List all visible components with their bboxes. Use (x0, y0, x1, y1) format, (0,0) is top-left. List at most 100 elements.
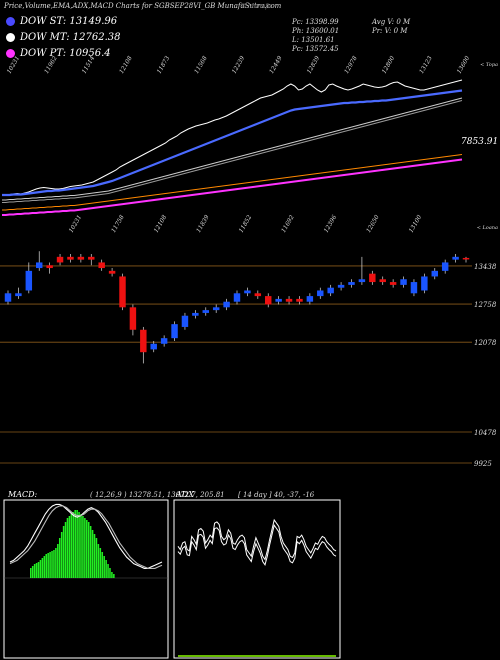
candle-body (4, 293, 12, 302)
macd-histogram-bar (72, 512, 75, 578)
candle-body (244, 290, 251, 294)
legend-dot-icon (6, 49, 15, 58)
candle-body (140, 329, 147, 353)
top-tick-label: 12839 (306, 55, 322, 75)
candle-body (129, 307, 137, 330)
candle-body (67, 256, 74, 260)
copyright-label: © Munafa (240, 3, 272, 10)
candle-body (317, 290, 324, 297)
series-line-ema-mid-1 (2, 97, 463, 201)
legend-dow-st: DOW ST: 13149.96 (6, 16, 117, 27)
adx-title: ADX (175, 490, 194, 499)
candle-body (358, 279, 366, 283)
macd-histogram-bar (39, 560, 42, 578)
candle-body (15, 293, 22, 297)
macd-signal-line (9, 505, 163, 569)
candle-body (306, 296, 314, 302)
legend-dow-st-label: DOW ST: 13149.96 (20, 16, 118, 27)
candle-body (212, 307, 220, 311)
macd-histogram-bar (62, 526, 65, 578)
macd-histogram-bar (99, 548, 102, 578)
macd-histogram-bar (101, 552, 104, 578)
macd-histogram-bar (91, 530, 94, 578)
macd-histogram-bar (105, 560, 107, 578)
candle-top-tick-label: 11852 (238, 214, 254, 234)
macd-histogram-bar (82, 516, 84, 578)
macd-title: MACD: (7, 490, 38, 499)
macd-histogram-bar (41, 558, 44, 578)
candle-body (98, 262, 105, 269)
legend-dow-pt-label: DOW PT: 10956.4 (20, 48, 111, 59)
candle-body (233, 293, 241, 302)
macd-histogram-bar (43, 556, 46, 578)
candle-body (285, 298, 293, 302)
adx-panel-frame (173, 499, 341, 659)
info-pc: Pc: 13398.99 (292, 18, 339, 26)
candle-body (400, 279, 407, 285)
top-tick-label: 12800 (381, 55, 397, 75)
corner-label-topa: < Topa (480, 62, 498, 68)
candle-top-tick-label: 11839 (195, 214, 211, 234)
candle-body (337, 284, 345, 288)
macd-histogram-bar (97, 544, 100, 578)
top-tick-label: 13600 (456, 55, 472, 75)
candle-body (421, 276, 428, 291)
candle-body (150, 343, 157, 350)
macd-histogram-bar (74, 510, 76, 578)
legend-dow-mt: DOW MT: 12762.38 (6, 32, 121, 43)
macd-panel-bg (5, 501, 167, 657)
price-axis-label: 10478 (474, 429, 497, 437)
top-tick-label: 11962 (43, 55, 59, 75)
macd-line (9, 503, 163, 569)
candle-body (36, 262, 43, 269)
candle-body (202, 310, 209, 313)
corner-label-loans: < Loana (477, 225, 498, 231)
candle-top-tick-label: 12108 (153, 214, 169, 234)
legend-dow-mt-label: DOW MT: 12762.38 (20, 32, 121, 43)
series-line-ema-pt (2, 158, 463, 216)
candle-body (389, 282, 397, 285)
top-tick-label: 12108 (118, 55, 134, 75)
candle-body (410, 282, 418, 294)
macd-histogram-bar (95, 538, 98, 578)
macd-histogram-bar (80, 514, 82, 578)
legend-dot-icon (6, 33, 15, 42)
macd-histogram-bar (84, 518, 86, 578)
top-tick-label: 12978 (343, 55, 359, 75)
series-line-ema-long (2, 154, 463, 211)
macd-histogram-bar (58, 538, 61, 578)
adx-series-di-minus (177, 523, 337, 566)
candle-body (462, 257, 470, 260)
macd-histogram-bar (55, 548, 57, 578)
macd-histogram-bar (37, 562, 40, 578)
candle-top-tick-label: 10231 (68, 214, 84, 234)
macd-histogram-bar (47, 553, 49, 578)
macd-histogram-bar (87, 522, 90, 578)
macd-histogram-bar (60, 532, 63, 578)
price-axis-label: 9925 (474, 460, 492, 468)
candle-body (119, 276, 126, 308)
macd-histogram-bar (68, 516, 71, 578)
macd-histogram-bar (57, 544, 59, 578)
candle-top-tick-label: 11692 (280, 214, 296, 234)
candle-body (223, 301, 230, 308)
macd-histogram-bar (86, 520, 88, 578)
candle-body (254, 293, 262, 297)
macd-histogram-bar (31, 566, 34, 578)
candle-body (369, 273, 376, 283)
macd-histogram-bar (33, 564, 36, 578)
macd-histogram-bar (45, 554, 47, 578)
candle-body (88, 256, 95, 260)
candle-body (171, 324, 178, 339)
top-tick-label: 11514 (81, 55, 97, 75)
chart-header-title: Price,Volume,EMA,ADX,MACD Charts for SGB… (4, 2, 282, 10)
candle-top-tick-label: 12650 (365, 214, 381, 234)
candle-body (348, 282, 355, 285)
macd-histogram-bar (49, 552, 51, 578)
macd-histogram-bar (76, 510, 78, 578)
candle-body (441, 262, 449, 271)
candle-body (56, 256, 64, 263)
candle-top-tick-label: 11758 (110, 214, 126, 234)
top-tick-label: 12239 (231, 55, 247, 75)
